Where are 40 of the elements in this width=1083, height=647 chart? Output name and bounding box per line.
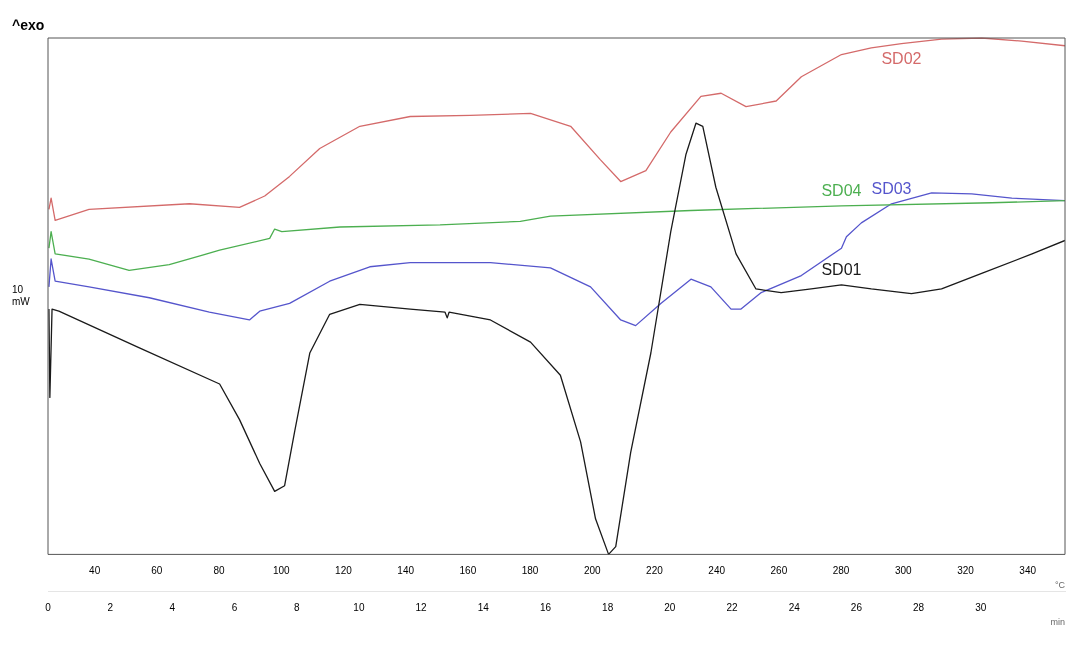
- x-tick-label: 30: [975, 601, 987, 613]
- x2-tick-label: 120: [335, 565, 353, 577]
- text: ^exo: [12, 16, 45, 33]
- x2-tick-label: 180: [521, 565, 539, 577]
- x-tick-label: 24: [788, 601, 801, 613]
- x-axis-title: min: [1050, 617, 1065, 628]
- x-tick-label: 20: [664, 601, 676, 613]
- x2-tick-label: 260: [770, 565, 788, 577]
- series-label: SD04: [821, 182, 862, 200]
- text: 10 mW: [12, 283, 31, 307]
- x-tick-label: 16: [539, 601, 552, 613]
- x2-tick-label: 300: [894, 565, 913, 577]
- x2-tick-label: 40: [89, 565, 101, 577]
- x-tick-label: 2: [107, 601, 114, 613]
- x-tick-label: 12: [415, 601, 428, 613]
- x-tick-label: 6: [231, 601, 238, 613]
- x2-axis-title: °C: [1054, 580, 1066, 591]
- x-tick-label: 8: [293, 601, 300, 613]
- x2-tick-label: 60: [151, 565, 163, 577]
- series-label: SD01: [821, 261, 862, 279]
- x-tick-label: 14: [477, 601, 490, 613]
- x2-tick-label: 140: [397, 565, 415, 577]
- x2-tick-label: 220: [646, 565, 664, 577]
- x-tick-label: 28: [913, 601, 925, 613]
- x-tick-label: 0: [45, 601, 52, 613]
- series-label: SD02: [881, 50, 922, 68]
- x2-tick-label: 280: [832, 565, 850, 577]
- series-label: SD03: [871, 180, 912, 198]
- x-tick-label: 26: [850, 601, 863, 613]
- x-tick-label: 18: [602, 601, 614, 613]
- x-tick-label: 10: [353, 601, 365, 613]
- x2-tick-label: 240: [708, 565, 726, 577]
- x-tick-label: 4: [169, 601, 176, 613]
- x2-tick-label: 320: [957, 565, 975, 577]
- x2-tick-label: 100: [272, 565, 291, 577]
- x-tick-label: 22: [726, 601, 739, 613]
- x2-tick-label: 340: [1019, 565, 1037, 577]
- x2-tick-label: 80: [213, 565, 226, 577]
- x2-tick-label: 160: [459, 565, 477, 577]
- x2-tick-label: 200: [583, 565, 602, 577]
